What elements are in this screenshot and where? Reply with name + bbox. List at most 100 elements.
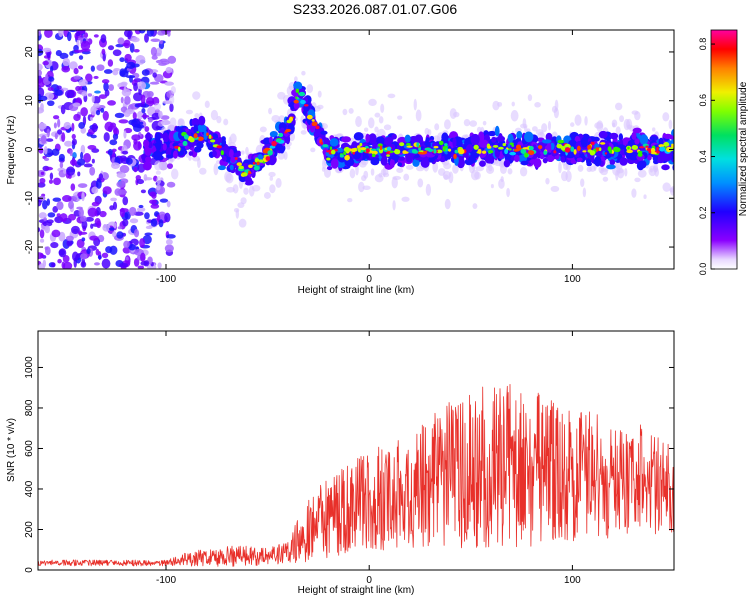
spectrogram-cell [90, 105, 97, 116]
spectrogram-cell [182, 140, 188, 146]
spectrogram-cell [298, 91, 306, 97]
spectrogram-cell [533, 158, 542, 168]
spectrogram-cell [137, 265, 145, 269]
spectrogram-cell [394, 148, 398, 152]
spectrogram-cell [668, 119, 673, 130]
spectrogram-cell [245, 146, 249, 155]
spectrogram-cell [519, 166, 528, 177]
spectrogram-cell [278, 132, 284, 138]
spectrogram-cell [424, 147, 432, 151]
spectrogram-cell [138, 30, 146, 34]
spectrogram-cell [133, 141, 142, 151]
spectrogram-cell [506, 187, 510, 198]
spectrogram-cell [541, 123, 548, 133]
spectrogram-cell [359, 142, 363, 147]
spectrogram-cell [207, 144, 214, 151]
spectrogram-cell [527, 94, 533, 102]
spectrogram-cell [570, 146, 575, 152]
spectrogram-cell [62, 195, 72, 203]
spectrogram-cell [51, 262, 56, 268]
spectrogram-cell [54, 89, 63, 96]
spectrogram-cell [406, 145, 413, 148]
spectrogram-cell [545, 177, 550, 185]
spectrogram-cell [582, 187, 587, 198]
spectrogram-cell [348, 107, 354, 114]
spectrogram-cell [69, 61, 78, 70]
spectrogram-cell [80, 253, 88, 260]
spectrogram-cell [609, 149, 613, 154]
spectrogram-cell [38, 122, 47, 130]
spectrogram-cell [613, 146, 620, 152]
spectrogram-cell [141, 114, 150, 118]
spectrogram-cell [267, 150, 273, 156]
spectrogram-cell [143, 177, 153, 181]
spectrogram-cell [166, 163, 174, 170]
spectrogram-cell [120, 81, 128, 86]
spectrogram-cell [172, 150, 178, 159]
spectrogram-cell [133, 257, 140, 267]
spectrogram-cell [95, 109, 101, 116]
spectrogram-cell [109, 139, 118, 146]
spectrogram-cell [481, 150, 487, 154]
spectrogram-cell [212, 150, 217, 158]
spectrogram-cell [238, 165, 244, 170]
spectrogram-cell [604, 152, 608, 155]
spectrogram-cell [166, 234, 176, 239]
spectrogram-cell [300, 130, 307, 135]
spectrogram-cell [123, 39, 131, 49]
spectrogram-cell [132, 112, 137, 120]
spectrogram-cell [90, 223, 94, 229]
spectrogram-cell [108, 227, 115, 231]
spectrogram-cell [213, 163, 219, 176]
spectrogram-cell [424, 127, 430, 136]
spectrogram-cell [137, 81, 147, 90]
spectrogram-cell [101, 252, 109, 259]
spectrogram-cell [153, 103, 162, 111]
spectrogram-cell [42, 60, 49, 66]
spectrogram-cell [112, 49, 122, 57]
spectrogram-cell [311, 121, 318, 126]
spectrogram-cell [387, 93, 396, 99]
spectrogram-cell [576, 145, 581, 152]
spectrogram-cell [102, 53, 106, 62]
spectrogram-cell [72, 251, 79, 262]
snr-ylabel: SNR (10 * v/v) [6, 418, 17, 482]
spectrogram-cell [140, 252, 146, 262]
spectrogram-cell [125, 256, 129, 261]
spectrogram-cell [69, 149, 73, 157]
spectrogram-cell [119, 155, 127, 162]
spectrogram-cell [252, 161, 256, 165]
spectrogram-cell [592, 136, 600, 142]
spectrogram-cell [599, 142, 606, 145]
spectrogram-cell [146, 100, 154, 104]
spectrogram-cell [107, 45, 115, 51]
spectrogram-cell [663, 133, 673, 140]
spectrogram-cell [469, 120, 478, 127]
spectrogram-cell [547, 120, 552, 131]
spectrogram-cell [503, 159, 511, 168]
spectrogram-cell [653, 162, 658, 172]
spectrogram-cell [120, 96, 124, 104]
spectrogram-cell [135, 54, 146, 65]
spectrogram-cell [631, 188, 637, 198]
spectrogram-cell [107, 100, 116, 106]
spectrogram-cell [39, 177, 46, 184]
spectrogram-cell [150, 46, 157, 57]
spectrogram-cell [107, 59, 114, 67]
spectrogram-cell [38, 95, 48, 102]
spectrogram-cell [504, 148, 509, 155]
spectrogram-cell [78, 121, 86, 129]
spectrogram-cell [542, 157, 548, 164]
spectrogram-cell [417, 178, 424, 188]
spectrogram-cell [107, 148, 113, 156]
spectrogram-cell [390, 150, 394, 154]
spectrogram-xtick-label: -100 [156, 274, 176, 285]
spectrogram-cell [350, 148, 357, 153]
spectrogram-cell [342, 108, 348, 116]
spectrogram-cell [159, 40, 163, 45]
spectrogram-cell [91, 186, 99, 194]
spectrogram-cell [128, 206, 137, 216]
spectrogram-cell [416, 142, 420, 147]
spectrogram-cell [71, 133, 76, 140]
